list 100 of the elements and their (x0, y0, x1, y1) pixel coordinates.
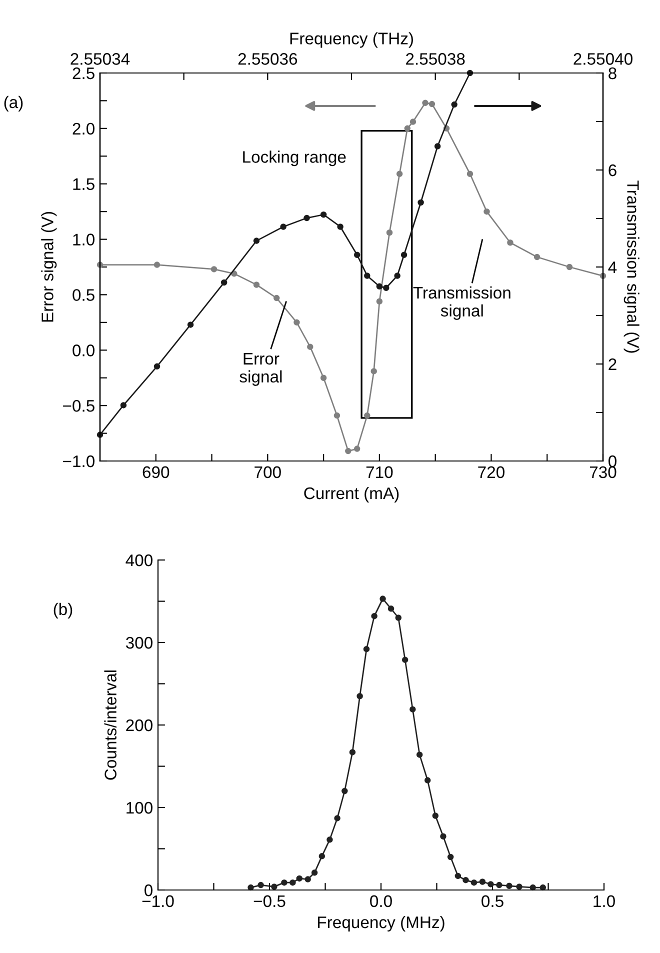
x2-axis-title: Frequency (THz) (290, 32, 413, 48)
point (454, 872, 462, 880)
x-tick-label: 710 (366, 466, 393, 478)
y-tick-label: 0.0 (72, 344, 94, 356)
point (440, 833, 446, 840)
point (363, 646, 370, 652)
point (258, 882, 264, 888)
point (404, 125, 411, 132)
point (290, 879, 296, 886)
point (422, 100, 428, 106)
point (396, 170, 403, 178)
y2-tick-label: 4 (608, 262, 617, 274)
point (253, 282, 260, 288)
point (210, 266, 218, 272)
y2-tick-label: 2 (608, 358, 616, 370)
annotation: Error signal (240, 352, 282, 386)
point (418, 199, 424, 206)
point (320, 374, 327, 381)
point (364, 412, 370, 419)
y-tick-label: 0 (144, 884, 152, 896)
y-tick-label: 2.5 (72, 67, 94, 80)
point (428, 100, 436, 108)
point (388, 606, 394, 612)
point (326, 836, 333, 843)
point (470, 879, 478, 886)
x-tick-label: −0.5 (254, 895, 286, 908)
y-tick-label: 400 (126, 554, 152, 566)
point (220, 279, 228, 286)
y-tick-label: 200 (126, 719, 152, 732)
point (318, 853, 326, 860)
x-tick-label: 720 (478, 466, 504, 478)
text: (a) (4, 96, 23, 112)
point (345, 448, 352, 454)
point (410, 706, 416, 712)
x2-tick-label: 2.55038 (406, 53, 465, 65)
point (400, 252, 408, 258)
point (248, 884, 254, 891)
point (120, 402, 127, 408)
point (334, 412, 340, 419)
point (187, 322, 194, 328)
point (432, 812, 439, 819)
point (395, 614, 402, 621)
point (416, 752, 423, 758)
y2-tick-label: 6 (608, 164, 616, 176)
x-tick-label: −1.0 (142, 895, 174, 908)
point (342, 788, 348, 794)
y-tick-label: −0.5 (63, 400, 94, 412)
point (484, 208, 490, 215)
x-tick-label: 0.0 (370, 895, 392, 908)
annotation: Locking range (243, 150, 346, 166)
point (354, 252, 360, 258)
point (376, 283, 383, 290)
point (370, 368, 377, 374)
point (349, 749, 356, 756)
y-tick-label: 100 (126, 802, 152, 814)
point (507, 239, 514, 246)
y-tick-label: −1.0 (63, 455, 94, 468)
point (462, 876, 469, 884)
point (271, 884, 278, 890)
y-tick-label: 0.5 (72, 289, 94, 301)
point (516, 884, 522, 890)
point (424, 777, 431, 784)
y-axis-title: Counts/interval (104, 670, 116, 780)
point (566, 264, 573, 270)
point (356, 693, 363, 700)
point (154, 262, 160, 268)
y-tick-label: 300 (126, 636, 152, 649)
point (304, 214, 310, 222)
annotation: Transmission signal (413, 286, 510, 320)
point (304, 876, 311, 882)
y-tick-label: 1.5 (73, 178, 94, 190)
point (371, 612, 378, 620)
point (506, 882, 512, 889)
point (496, 882, 502, 888)
point (294, 319, 300, 326)
x-axis-title: Frequency (MHz) (318, 916, 444, 932)
point (296, 875, 303, 882)
point (386, 230, 393, 236)
point (540, 884, 546, 891)
y2-axis-title: Transmission signal (V) (624, 180, 640, 353)
point (383, 284, 390, 291)
point (394, 272, 400, 279)
point (311, 870, 318, 876)
point (488, 881, 494, 888)
x-tick-label: 1.0 (594, 895, 615, 908)
y-tick-label: 2.0 (72, 122, 94, 135)
x-tick-label: 700 (254, 466, 281, 478)
x-tick-label: 730 (590, 466, 616, 478)
x-axis-title: Current (mA) (304, 486, 399, 502)
point (447, 854, 454, 860)
x2-tick-label: 2.55036 (238, 53, 298, 65)
point (280, 224, 286, 230)
point (376, 298, 383, 304)
point (154, 363, 160, 370)
text: (b) (54, 602, 72, 618)
x-tick-label: 0.5 (482, 895, 504, 908)
point (354, 446, 360, 452)
y2-tick-label: 8 (608, 67, 616, 80)
x-tick-label: 690 (142, 466, 170, 478)
point (253, 238, 260, 244)
